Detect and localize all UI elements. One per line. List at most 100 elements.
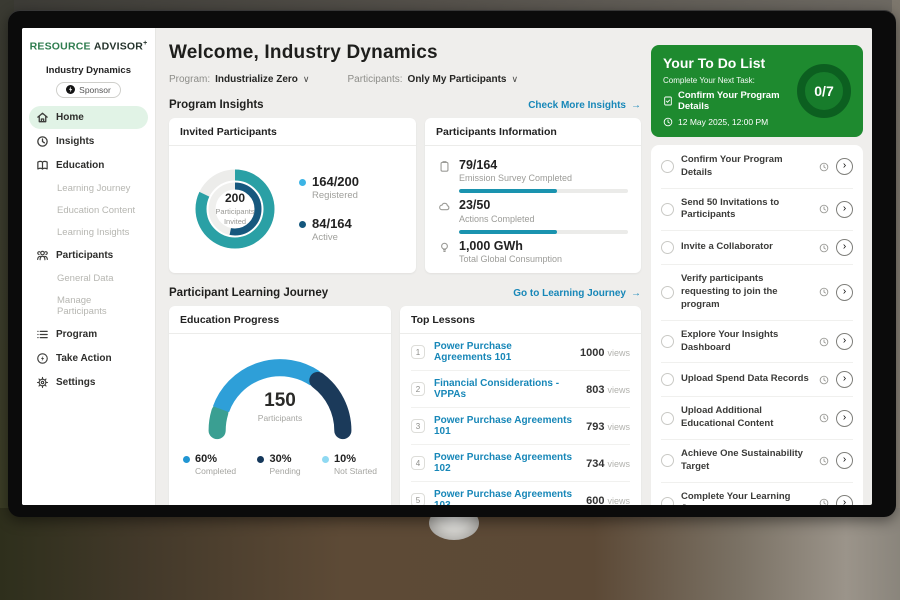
- lesson-row[interactable]: 1 Power Purchase Agreements 101 1000 view…: [411, 334, 630, 371]
- brand-second: ADVISOR: [93, 40, 144, 53]
- invited-center-label: Participants Invited: [215, 207, 255, 226]
- legend-pending: 30% Pending: [257, 453, 301, 476]
- task-checkbox[interactable]: [661, 285, 674, 299]
- sidebar-item-learning-journey[interactable]: Learning Journey: [29, 178, 148, 199]
- lesson-row[interactable]: 2 Financial Considerations - VPPAs 803 vi…: [411, 371, 630, 408]
- sidebar-item-general-data[interactable]: General Data: [29, 268, 148, 289]
- task-row[interactable]: Explore Your Insights Dashboard ›: [661, 321, 853, 364]
- sidebar-item-label: Home: [56, 111, 84, 123]
- lesson-rank: 2: [411, 382, 425, 396]
- task-open-button[interactable]: ›: [836, 452, 853, 470]
- check-more-insights-link[interactable]: Check More Insights →: [528, 99, 641, 111]
- task-row[interactable]: Confirm Your Program Details ›: [661, 146, 853, 189]
- participants-information-card: Participants Information 79/164 Emission…: [425, 118, 641, 273]
- stat-emission-survey: 79/164 Emission Survey Completed: [438, 158, 628, 183]
- lesson-link[interactable]: Power Purchase Agreements 101: [434, 341, 512, 363]
- task-row[interactable]: Complete Your Learning Journey ›: [661, 483, 853, 505]
- task-checkbox[interactable]: [661, 373, 674, 387]
- lesson-row[interactable]: 3 Power Purchase Agreements 101 793 views: [411, 408, 630, 445]
- sidebar-item-education-content[interactable]: Education Content: [29, 200, 148, 221]
- lesson-rank: 4: [411, 456, 425, 470]
- participants-filter-label: Participants:: [347, 74, 403, 85]
- go-to-learning-journey-link[interactable]: Go to Learning Journey →: [513, 287, 641, 299]
- legend-registered: 164/200 Registered: [299, 174, 359, 201]
- task-checkbox[interactable]: [661, 411, 674, 425]
- task-open-button[interactable]: ›: [836, 158, 853, 176]
- insights-cards-row: Invited Participants 200 Participants In…: [169, 118, 641, 273]
- clock-icon: [819, 337, 829, 347]
- task-checkbox[interactable]: [661, 241, 674, 255]
- sidebar-item-label: Program: [56, 328, 98, 340]
- task-open-button[interactable]: ›: [836, 494, 853, 505]
- program-filter[interactable]: Program: Industrialize Zero ∨: [169, 74, 310, 85]
- sidebar-item-take-action[interactable]: Take Action: [29, 347, 148, 370]
- chevron-right-icon: ›: [842, 335, 847, 346]
- task-checkbox[interactable]: [661, 335, 674, 348]
- task-open-button[interactable]: ›: [836, 371, 853, 389]
- chevron-down-icon: ∨: [302, 74, 310, 84]
- sponsor-badge[interactable]: Sponsor: [56, 81, 121, 98]
- active-value: 84/164: [312, 216, 352, 231]
- invited-donut-chart: 200 Participants Invited: [181, 155, 289, 263]
- registered-dot-icon: [299, 178, 306, 186]
- education-progress-gauge: 150 Participants: [169, 334, 391, 449]
- insights-icon: [36, 135, 49, 148]
- sidebar-item-label: Learning Insights: [57, 226, 130, 238]
- lesson-link[interactable]: Power Purchase Agreements 101: [434, 415, 573, 437]
- lesson-row[interactable]: 4 Power Purchase Agreements 102 734 views: [411, 445, 630, 482]
- arrow-right-icon: →: [631, 287, 641, 299]
- not-started-dot-icon: [322, 455, 329, 463]
- sidebar-item-program[interactable]: Program: [29, 323, 148, 346]
- task-checkbox[interactable]: [661, 496, 674, 505]
- chevron-right-icon: ›: [842, 496, 847, 505]
- clipboard-icon: [438, 160, 451, 173]
- clock-icon: [819, 287, 829, 297]
- stat-total-consumption: 1,000 GWh Total Global Consumption: [438, 239, 628, 264]
- sidebar-item-insights[interactable]: Insights: [29, 130, 148, 153]
- clock-icon: [819, 162, 829, 172]
- sidebar-item-manage-participants[interactable]: Manage Participants: [29, 290, 148, 322]
- lesson-link[interactable]: Financial Considerations - VPPAs: [434, 378, 560, 400]
- invited-participants-card: Invited Participants 200 Participants In…: [169, 118, 416, 273]
- chevron-right-icon: ›: [842, 454, 847, 466]
- task-row[interactable]: Invite a Collaborator ›: [661, 231, 853, 266]
- invited-participants-title: Invited Participants: [169, 118, 416, 146]
- brand-plus: +: [143, 40, 148, 47]
- task-row[interactable]: Upload Additional Educational Content ›: [661, 397, 853, 440]
- brand-first: RESOURCE: [29, 40, 91, 53]
- task-row[interactable]: Achieve One Sustainability Target ›: [661, 440, 853, 483]
- stat-actions-completed: 23/50 Actions Completed: [438, 198, 628, 224]
- lesson-link[interactable]: Power Purchase Agreements 103: [434, 489, 573, 505]
- task-row[interactable]: Send 50 Invitations to Participants ›: [661, 189, 853, 232]
- task-checkbox[interactable]: [661, 454, 674, 468]
- task-open-button[interactable]: ›: [836, 333, 853, 350]
- clock-icon: [663, 117, 673, 127]
- todo-progress-count: 0/7: [814, 83, 834, 99]
- legend-completed: 60% Completed: [183, 453, 236, 476]
- task-checkbox[interactable]: [661, 202, 674, 216]
- task-open-button[interactable]: ›: [836, 200, 853, 218]
- bulb-icon: [438, 241, 451, 254]
- sidebar-item-education[interactable]: Education: [29, 154, 148, 177]
- sidebar-item-settings[interactable]: Settings: [29, 371, 148, 394]
- task-open-button[interactable]: ›: [836, 239, 853, 257]
- background-right: [892, 0, 900, 600]
- task-checkbox[interactable]: [661, 160, 674, 174]
- participants-filter[interactable]: Participants: Only My Participants ∨: [348, 74, 519, 85]
- legend-not-started: 10% Not Started: [322, 453, 377, 476]
- clock-icon: [819, 413, 829, 423]
- task-open-button[interactable]: ›: [836, 409, 853, 427]
- sidebar-item-home[interactable]: Home: [29, 105, 148, 129]
- active-label: Active: [312, 232, 338, 244]
- sidebar-item-label: Settings: [56, 376, 96, 388]
- task-row[interactable]: Upload Spend Data Records ›: [661, 363, 853, 398]
- todo-subtitle: Complete Your Next Task:: [663, 76, 755, 85]
- sidebar-item-participants[interactable]: Participants: [29, 244, 148, 267]
- task-open-button[interactable]: ›: [836, 283, 853, 301]
- sidebar-item-learning-insights[interactable]: Learning Insights: [29, 222, 148, 243]
- chevron-right-icon: ›: [842, 373, 847, 385]
- dashboard-screen: RESOURCE ADVISOR+ Industry Dynamics Spon…: [22, 28, 872, 505]
- lesson-link[interactable]: Power Purchase Agreements 102: [434, 452, 573, 474]
- task-row[interactable]: Verify participants requesting to join t…: [661, 265, 853, 321]
